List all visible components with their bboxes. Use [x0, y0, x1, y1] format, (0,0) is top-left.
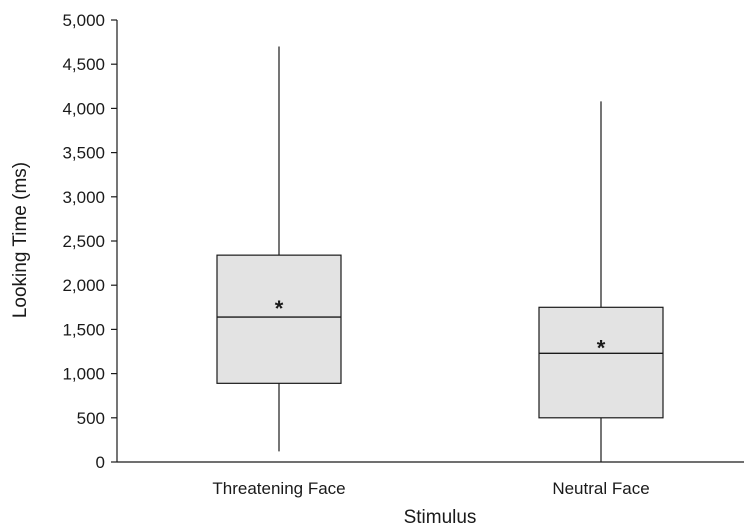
box-series: **	[216, 46, 664, 462]
x-tick-label: Neutral Face	[552, 479, 649, 498]
x-axis: Threatening Face Neutral Face	[117, 461, 744, 498]
x-tick-label: Threatening Face	[212, 479, 345, 498]
y-tick-label: 2,000	[62, 276, 105, 295]
y-tick-label: 4,000	[62, 99, 105, 118]
y-tick-label: 4,500	[62, 55, 105, 74]
y-axis: 0 500 1,000 1,500 2,000 2,500 3,000 3,500 4,000 4…	[62, 11, 118, 472]
y-tick-label: 3,500	[62, 144, 105, 163]
interquartile-box	[538, 306, 664, 419]
y-tick-label: 3,000	[62, 188, 105, 207]
box-threatening-face: *	[216, 46, 342, 452]
y-tick-label: 500	[77, 409, 105, 428]
x-axis-title: Stimulus	[404, 507, 477, 528]
y-axis-title: Looking Time (ms)	[10, 162, 31, 318]
box-neutral-face: *	[538, 101, 664, 462]
y-tick-label: 0	[96, 453, 105, 472]
mean-marker: *	[597, 336, 606, 361]
mean-marker: *	[275, 296, 284, 321]
y-tick-label: 1,500	[62, 320, 105, 339]
y-tick-label: 1,000	[62, 365, 105, 384]
y-tick-label: 2,500	[62, 232, 105, 251]
interquartile-box	[216, 254, 342, 384]
y-tick-label: 5,000	[62, 11, 105, 30]
